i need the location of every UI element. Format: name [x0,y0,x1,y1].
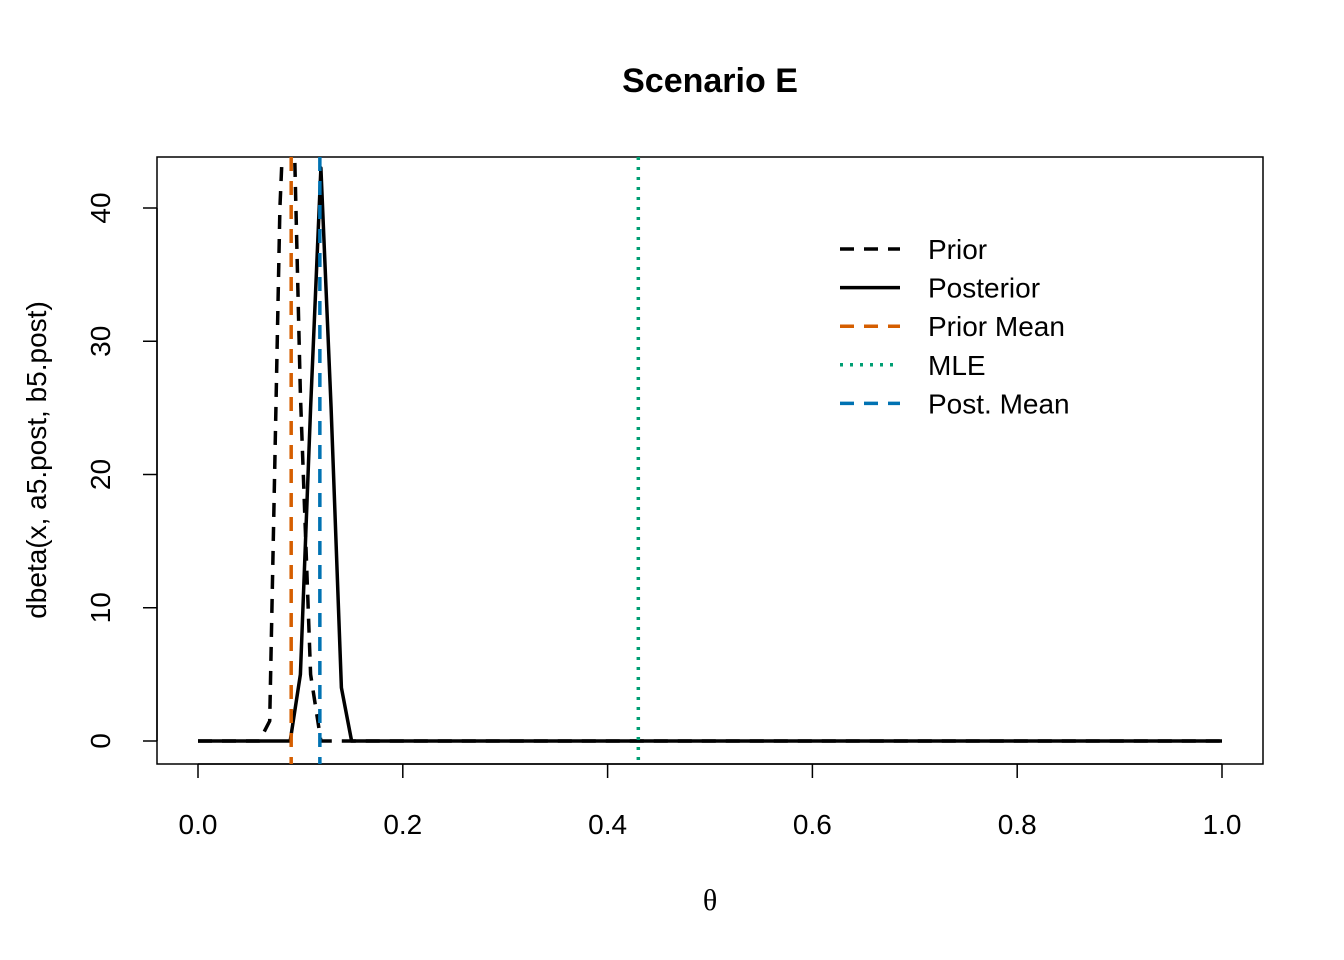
y-axis-label: dbeta(x, a5.post, b5.post) [21,301,52,619]
x-axis-label: θ [703,884,717,917]
x-tick-label: 0.2 [383,809,422,840]
x-tick-label: 0.0 [179,809,218,840]
x-tick-label: 0.8 [998,809,1037,840]
legend: Prior Posterior Prior Mean MLE Post. Mean [840,234,1070,419]
legend-label: Posterior [928,273,1040,304]
y-axis: 0 10 20 30 40 [85,192,158,749]
series-prior-line [198,157,1222,743]
legend-label: Post. Mean [928,388,1070,419]
x-tick-label: 0.6 [793,809,832,840]
y-tick-label: 40 [85,192,116,223]
y-tick-label: 0 [85,733,116,749]
chart-title: Scenario E [622,62,798,100]
x-axis: 0.0 0.2 0.4 0.6 0.8 1.0 [179,763,1242,840]
series-posterior-line [198,166,1222,743]
legend-label: Prior Mean [928,311,1065,342]
x-tick-label: 1.0 [1203,809,1242,840]
y-tick-label: 20 [85,459,116,490]
y-tick-label: 30 [85,326,116,357]
legend-label: MLE [928,350,986,381]
series-layer [198,157,1222,764]
y-tick-label: 10 [85,592,116,623]
x-tick-label: 0.4 [588,809,627,840]
legend-label: Prior [928,234,987,265]
